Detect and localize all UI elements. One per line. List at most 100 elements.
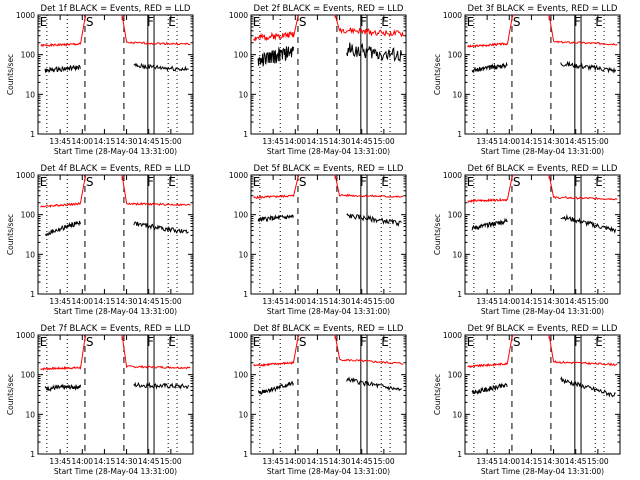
event-marker-F: F [360,15,367,29]
y-tick-label: 1 [243,290,248,299]
y-tick-label: 100 [234,371,249,380]
x-tick-label: 14:45 [138,457,160,466]
lld-series-line [334,14,404,38]
x-tick-label: 14:45 [565,297,587,306]
x-tick-label: 14:00 [71,457,93,466]
y-tick-label: 1 [30,450,35,459]
y-tick-label: 10 [238,250,248,259]
y-tick-label: 1 [457,450,462,459]
x-tick-label: 13:45 [49,297,71,306]
x-tick-label: 14:30 [543,457,565,466]
event-marker-S: S [86,15,94,29]
y-tick-label: 100 [448,51,463,60]
panel-title: Det 2f BLACK = Events, RED = LLD [254,4,404,14]
x-tick-label: 13:45 [476,137,498,146]
lld-series-line [467,174,514,204]
event-marker-F: F [147,335,154,349]
y-axis-label: Counts/sec [6,374,15,415]
x-tick-label: 14:45 [351,457,373,466]
panel-2: Det 2f BLACK = Events, RED = LLD 1 10 100 10… [229,4,407,156]
x-tick-label: 14:00 [284,297,306,306]
y-tick-label: 1000 [16,331,35,340]
events-series-line [133,221,189,234]
x-axis-label: Start Time (28-May-04 13:31:00) [481,147,604,156]
x-tick-label: 15:00 [373,137,395,146]
y-tick-label: 100 [448,371,463,380]
event-marker-F: F [360,175,367,189]
y-tick-label: 1000 [16,11,35,20]
plot-frame [37,334,194,455]
y-tick-label: 1 [457,130,462,139]
x-tick-label: 14:45 [565,137,587,146]
x-tick-label: 13:45 [476,457,498,466]
y-tick-label: 100 [234,51,249,60]
x-axis-label: Start Time (28-May-04 13:31:00) [481,467,604,476]
lld-series-line [121,174,191,207]
plot-frame [250,14,407,135]
x-tick-label: 14:30 [116,297,138,306]
x-tick-label: 14:45 [138,297,160,306]
x-tick-label: 14:30 [116,457,138,466]
x-tick-label: 14:45 [351,137,373,146]
events-series-line [133,62,189,72]
y-tick-label: 10 [238,90,248,99]
event-marker-S: S [299,15,307,29]
x-tick-label: 14:45 [351,297,373,306]
x-axis-label: Start Time (28-May-04 13:31:00) [54,307,177,316]
y-tick-label: 1000 [443,11,462,20]
y-tick-label: 10 [25,250,35,259]
event-marker-S: S [86,335,94,349]
x-tick-label: 14:45 [565,457,587,466]
event-marker-E: E [381,15,389,29]
x-tick-label: 14:30 [329,457,351,466]
event-marker-S: S [299,335,307,349]
y-tick-label: 10 [452,410,462,419]
y-tick-label: 1 [457,290,462,299]
x-tick-label: 13:45 [262,297,284,306]
panel-1: Det 1f BLACK = Events, RED = LLD 1 10 100 10… [6,4,194,156]
y-tick-label: 1000 [229,171,248,180]
events-series-line [44,220,81,236]
plot-frame [250,174,407,295]
event-marker-E: E [168,15,176,29]
panel-4: Det 4f BLACK = Events, RED = LLD 1 10 100 10… [6,164,194,316]
x-tick-label: 14:00 [71,137,93,146]
events-series-line [471,217,508,231]
event-marker-S: S [513,15,521,29]
event-marker-E: E [467,175,475,189]
x-tick-label: 14:00 [498,137,520,146]
y-tick-label: 1000 [16,171,35,180]
panel-5: Det 5f BLACK = Events, RED = LLD 1 10 100 10… [229,164,407,316]
y-tick-label: 1000 [229,331,248,340]
plot-frame [464,174,621,295]
lld-series-line [121,334,191,370]
panel-title: Det 8f BLACK = Events, RED = LLD [254,324,404,334]
event-marker-E: E [595,175,603,189]
events-series-line [560,214,617,234]
events-series-line [44,383,81,393]
panel-title: Det 9f BLACK = Events, RED = LLD [468,324,618,334]
y-axis-label: Counts/sec [433,374,442,415]
events-series-line [560,375,616,398]
y-tick-label: 1 [243,450,248,459]
panel-title: Det 4f BLACK = Events, RED = LLD [41,164,191,174]
x-tick-label: 14:15 [94,457,116,466]
events-series-line [257,46,294,67]
event-marker-E: E [40,335,48,349]
lld-series-line [467,334,514,369]
y-tick-label: 1000 [443,171,462,180]
x-tick-label: 14:00 [71,297,93,306]
x-tick-label: 15:00 [373,297,395,306]
event-marker-E: E [595,335,603,349]
x-tick-label: 14:00 [498,297,520,306]
x-tick-label: 14:30 [116,137,138,146]
events-series-line [346,213,402,227]
panel-3: Det 3f BLACK = Events, RED = LLD 1 10 100 10… [433,4,621,156]
plot-frame [37,14,194,135]
events-series-line [44,64,81,74]
x-tick-label: 15:00 [160,457,182,466]
plot-frame [464,14,621,135]
y-tick-label: 10 [25,90,35,99]
event-marker-E: E [168,335,176,349]
x-tick-label: 15:00 [587,457,609,466]
